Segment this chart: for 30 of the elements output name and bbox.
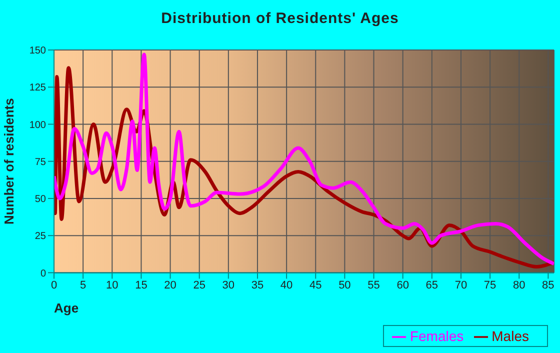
x-tick-label: 80	[512, 280, 526, 292]
x-axis-title: Age	[54, 300, 79, 316]
x-tick-label: 20	[164, 280, 176, 292]
y-tick-label: 50	[34, 194, 46, 206]
y-tick-label: 25	[34, 231, 46, 242]
x-tick-label: 75	[484, 280, 496, 292]
x-tick-label: 25	[193, 280, 206, 292]
x-tick-label: 5	[80, 280, 86, 292]
x-tick-label: 15	[135, 280, 148, 292]
y-tick-label: 100	[29, 120, 46, 131]
legend-label: Males	[492, 328, 529, 344]
y-axis-title: Number of residents	[2, 98, 17, 225]
x-tick-label: 65	[426, 280, 438, 292]
x-tick-label: 45	[310, 280, 322, 292]
legend-label: Females	[410, 328, 464, 344]
x-tick-label: 50	[338, 280, 351, 292]
x-tick-label: 10	[106, 280, 118, 292]
x-tick-label: 85	[542, 280, 554, 292]
x-tick-label: 0	[50, 280, 58, 292]
x-tick-label: 30	[222, 280, 235, 292]
y-tick-label: 75	[34, 156, 46, 168]
chart-title: Distribution of Residents' Ages	[160, 10, 400, 27]
x-tick-label: 40	[280, 280, 293, 292]
y-tick-label: 0	[40, 268, 46, 280]
x-tick-label: 70	[454, 280, 468, 292]
y-tick-label: 150	[29, 46, 46, 57]
x-tick-label: 55	[368, 280, 380, 292]
y-tick-label: 125	[29, 82, 46, 94]
x-tick-label: 60	[396, 280, 409, 292]
x-tick-label: 35	[251, 280, 264, 292]
